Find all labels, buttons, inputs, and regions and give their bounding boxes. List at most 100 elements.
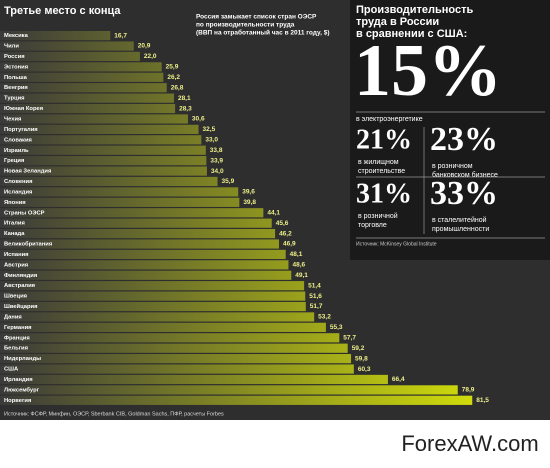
category-label: Бельгия xyxy=(4,346,28,352)
value-label: 49,1 xyxy=(295,272,308,279)
category-label: Австрия xyxy=(4,262,28,268)
value-label: 48,1 xyxy=(290,251,303,258)
value-label: 44,1 xyxy=(267,209,280,216)
bar xyxy=(0,260,289,270)
value-label: 16,7 xyxy=(114,32,127,39)
panel-title: в сравнении с США: xyxy=(356,28,467,40)
category-label: Чили xyxy=(4,44,19,50)
category-label: Испания xyxy=(4,252,29,258)
category-label: Исландия xyxy=(4,189,32,195)
category-label: Португалия xyxy=(4,127,38,133)
value-label: 66,4 xyxy=(392,376,405,383)
value-label: 33,0 xyxy=(205,137,218,144)
category-label: Франция xyxy=(4,335,30,341)
value-label: 34,0 xyxy=(211,168,224,175)
category-label: Швейцария xyxy=(4,303,37,310)
value-label: 81,5 xyxy=(476,397,489,404)
value-label: 35,9 xyxy=(222,178,235,185)
bar xyxy=(0,312,315,322)
value-label: 28,3 xyxy=(179,105,192,112)
bar xyxy=(0,322,326,332)
value-label: 39,6 xyxy=(242,189,255,196)
bar xyxy=(0,291,306,301)
bar xyxy=(0,51,140,62)
value-label: 59,8 xyxy=(355,355,368,362)
main-caption: в электроэнергетике xyxy=(356,116,423,123)
watermark: ForexAW.com xyxy=(401,431,538,456)
value-label: 33,8 xyxy=(210,147,223,154)
bar xyxy=(0,208,264,218)
bar xyxy=(0,72,164,82)
bar xyxy=(0,395,473,405)
stat-caption: в розничной xyxy=(358,212,398,220)
bar xyxy=(0,93,174,103)
value-label: 30,6 xyxy=(192,116,205,123)
bar xyxy=(0,124,199,134)
bar xyxy=(0,374,388,385)
category-label: Финляндия xyxy=(4,273,37,279)
category-label: Германия xyxy=(4,325,32,331)
bar xyxy=(0,31,111,41)
bar xyxy=(0,239,279,249)
bar xyxy=(0,187,239,197)
bar xyxy=(0,62,162,72)
annotation: по производительности труда xyxy=(196,22,295,29)
category-label: Страны ОЭСР xyxy=(4,210,45,216)
value-label: 51,7 xyxy=(310,303,323,310)
category-label: Норвегия xyxy=(4,398,31,404)
panel-title: Производительность xyxy=(356,4,473,16)
annotation: (ВВП на отработанный час в 2011 году, $) xyxy=(196,29,330,37)
bar xyxy=(0,343,348,353)
value-label: 28,1 xyxy=(178,95,191,102)
category-label: Чехия xyxy=(4,117,21,123)
value-label: 39,8 xyxy=(243,199,256,206)
category-label: Турция xyxy=(4,96,25,102)
value-label: 32,5 xyxy=(203,126,216,133)
bar xyxy=(0,103,176,114)
bar xyxy=(0,218,272,228)
category-label: Израиль xyxy=(4,148,29,154)
category-label: Мексика xyxy=(4,33,29,39)
category-label: Венгрия xyxy=(4,85,28,91)
main-stat: 15% xyxy=(354,30,502,112)
value-label: 22,0 xyxy=(144,53,157,60)
value-label: 26,2 xyxy=(167,74,180,81)
stat: 21% xyxy=(356,124,412,155)
value-label: 33,9 xyxy=(210,157,223,164)
value-label: 46,2 xyxy=(279,230,292,237)
category-label: Япония xyxy=(4,200,26,206)
panel-source: Источник: McKinsey Global Institute xyxy=(356,241,437,247)
bar xyxy=(0,354,352,364)
annotation: Россия замыкает список стран ОЭСР xyxy=(196,14,317,21)
stat-caption: промышленности xyxy=(432,226,489,233)
stat-caption: в жилищном xyxy=(358,159,399,166)
stat: 33% xyxy=(430,175,498,212)
stat-caption: в розничном xyxy=(432,163,473,170)
category-label: Швеция xyxy=(4,294,27,300)
value-label: 60,3 xyxy=(358,366,371,373)
value-label: 25,9 xyxy=(166,64,179,71)
value-label: 51,6 xyxy=(309,293,322,300)
stat: 23% xyxy=(430,121,498,158)
bar xyxy=(0,228,276,239)
bar xyxy=(0,176,218,187)
bar xyxy=(0,281,305,291)
category-label: Польша xyxy=(4,75,28,81)
value-label: 20,9 xyxy=(138,43,151,50)
category-label: Ирландия xyxy=(4,377,33,383)
value-label: 53,2 xyxy=(318,314,331,321)
bar xyxy=(0,83,167,93)
category-label: Великобритания xyxy=(4,241,52,248)
stat-caption: банковском бизнесе xyxy=(432,171,498,179)
value-label: 26,8 xyxy=(171,84,184,91)
value-label: 59,2 xyxy=(352,345,365,352)
category-label: Австралия xyxy=(4,283,35,289)
category-label: Эстония xyxy=(4,64,28,70)
category-label: Новая Зеландия xyxy=(4,169,51,175)
value-label: 55,3 xyxy=(330,324,343,331)
value-label: 45,6 xyxy=(276,220,289,227)
stat-caption: в сталелитейной xyxy=(432,216,487,224)
category-label: Словения xyxy=(4,179,33,185)
bar xyxy=(0,364,354,374)
